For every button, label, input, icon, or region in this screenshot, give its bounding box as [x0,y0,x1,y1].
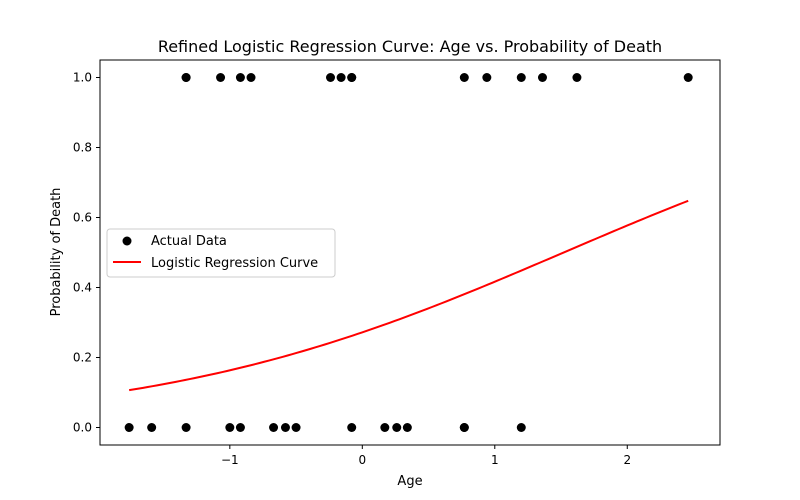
x-tick-label: −1 [221,453,239,467]
data-point [181,73,191,82]
x-tick-label: 2 [623,453,631,467]
legend-label-logistic-curve: Logistic Regression Curve [151,256,318,271]
y-axis-label: Probability of Death [49,188,64,317]
y-tick-label: 1.0 [73,71,92,85]
y-tick-label: 0.6 [73,211,92,225]
y-tick-label: 0.0 [73,421,92,435]
data-point [392,423,402,432]
y-tick-label: 0.4 [73,281,92,295]
x-axis-label: Age [397,474,422,489]
data-point [482,73,492,82]
data-point [336,73,346,82]
logistic-regression-curve [128,199,689,392]
data-point [291,423,301,432]
legend-marker-actual-data [122,236,132,246]
data-point [235,423,245,432]
x-tick-label: 0 [358,453,366,467]
data-point [683,73,693,82]
data-point [280,423,290,432]
plot-area [124,73,693,432]
data-point [269,423,279,432]
x-tick-label: 1 [491,453,499,467]
y-axis: 0.0 0.2 0.4 0.6 0.8 1.0 [73,71,100,435]
data-point [181,423,191,432]
data-point [459,73,469,82]
data-point [147,423,157,432]
data-point [326,73,336,82]
x-axis: −1 0 1 2 [221,445,631,467]
y-tick-label: 0.2 [73,351,92,365]
data-point [225,423,235,432]
data-point [235,73,245,82]
data-point [516,73,526,82]
data-point [216,73,226,82]
data-point [516,423,526,432]
axes-frame [99,59,721,446]
data-point [572,73,582,82]
data-point [124,423,134,432]
legend-box [106,228,336,278]
legend-label-actual-data: Actual Data [151,234,227,249]
data-point [347,73,357,82]
data-point [537,73,547,82]
data-point [380,423,390,432]
y-tick-label: 0.8 [73,141,92,155]
chart-title: Refined Logistic Regression Curve: Age v… [158,37,662,56]
data-point [402,423,412,432]
data-point [459,423,469,432]
data-point [246,73,256,82]
data-point [347,423,357,432]
legend: Actual Data Logistic Regression Curve [106,228,336,278]
